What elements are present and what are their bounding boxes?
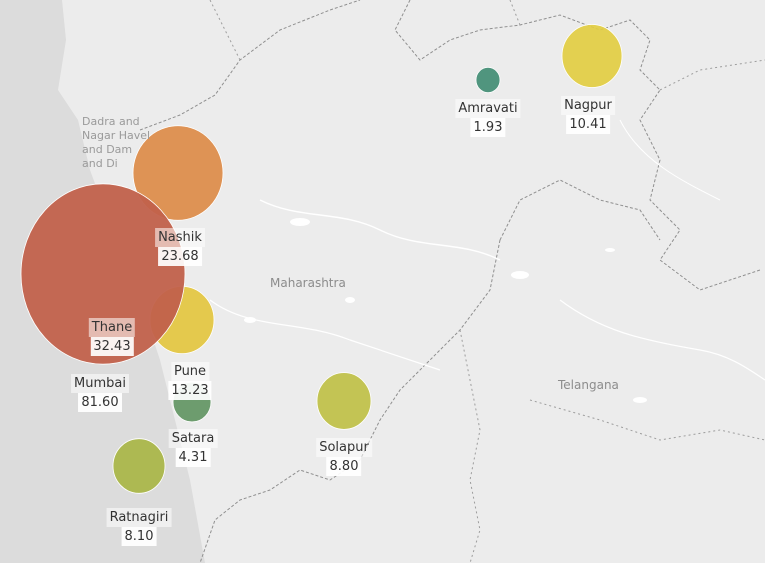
label-nashik: Nashik 23.68 bbox=[155, 228, 205, 266]
label-value: 81.60 bbox=[78, 393, 122, 412]
label-name: Thane bbox=[88, 318, 136, 337]
reservoir bbox=[633, 397, 647, 403]
label-mumbai: Mumbai 81.60 bbox=[71, 374, 129, 412]
label-value: 23.68 bbox=[158, 247, 202, 266]
river bbox=[209, 299, 441, 371]
reservoir bbox=[511, 271, 529, 279]
river bbox=[619, 119, 721, 201]
reservoir bbox=[345, 297, 355, 303]
label-name: Satara bbox=[168, 429, 218, 448]
label-pune: Pune 13.23 bbox=[168, 362, 212, 400]
label-thane: Thane 32.43 bbox=[88, 318, 136, 356]
reservoir bbox=[290, 218, 310, 226]
label-value: 10.41 bbox=[566, 115, 610, 134]
bubble-mumbai[interactable] bbox=[20, 183, 186, 365]
label-value: 8.10 bbox=[121, 527, 157, 546]
label-value: 13.23 bbox=[168, 381, 212, 400]
river bbox=[559, 299, 765, 381]
region-label-maharashtra: Maharashtra bbox=[270, 276, 346, 290]
label-name: Mumbai bbox=[71, 374, 129, 393]
region-label-dadra: Dadra and Nagar Havel and Dam and Di bbox=[82, 115, 151, 170]
label-value: 4.31 bbox=[175, 448, 211, 467]
reservoir bbox=[605, 248, 615, 252]
label-name: Ratnagiri bbox=[106, 508, 172, 527]
bubble-amravati[interactable] bbox=[475, 67, 501, 94]
label-solapur: Solapur 8.80 bbox=[316, 438, 372, 476]
bubble-ratnagiri[interactable] bbox=[112, 438, 166, 494]
label-value: 1.93 bbox=[470, 118, 506, 137]
label-name: Nagpur bbox=[561, 96, 615, 115]
bubble-layer bbox=[20, 24, 623, 494]
label-ratnagiri: Ratnagiri 8.10 bbox=[106, 508, 172, 546]
label-satara: Satara 4.31 bbox=[168, 429, 218, 467]
bubble-nagpur[interactable] bbox=[561, 24, 623, 88]
label-name: Amravati bbox=[455, 99, 521, 118]
label-name: Pune bbox=[170, 362, 210, 381]
district-border bbox=[459, 329, 765, 563]
telangana-border bbox=[199, 179, 661, 563]
label-value: 8.80 bbox=[326, 457, 362, 476]
north-border bbox=[209, 0, 765, 91]
bubble-solapur[interactable] bbox=[316, 372, 372, 430]
label-amravati: Amravati 1.93 bbox=[455, 99, 521, 137]
label-name: Nashik bbox=[155, 228, 205, 247]
reservoir bbox=[244, 317, 256, 323]
label-value: 32.43 bbox=[90, 337, 134, 356]
label-name: Solapur bbox=[316, 438, 372, 457]
river bbox=[259, 199, 501, 261]
region-label-telangana: Telangana bbox=[558, 378, 619, 392]
bubble-nashik[interactable] bbox=[132, 125, 224, 221]
label-nagpur: Nagpur 10.41 bbox=[561, 96, 615, 134]
